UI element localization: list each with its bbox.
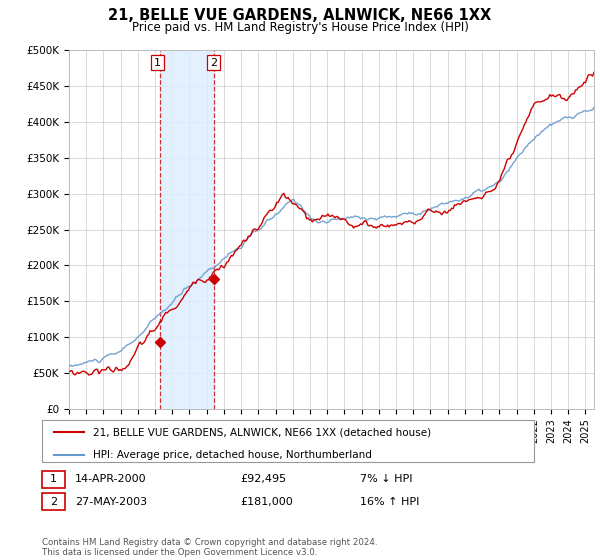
Text: 7% ↓ HPI: 7% ↓ HPI <box>360 474 413 484</box>
Text: 2: 2 <box>210 58 217 68</box>
Text: 21, BELLE VUE GARDENS, ALNWICK, NE66 1XX (detached house): 21, BELLE VUE GARDENS, ALNWICK, NE66 1XX… <box>93 427 431 437</box>
Text: 27-MAY-2003: 27-MAY-2003 <box>75 497 147 507</box>
Text: £181,000: £181,000 <box>240 497 293 507</box>
Text: 21, BELLE VUE GARDENS, ALNWICK, NE66 1XX: 21, BELLE VUE GARDENS, ALNWICK, NE66 1XX <box>109 8 491 24</box>
Text: £92,495: £92,495 <box>240 474 286 484</box>
Text: 1: 1 <box>50 474 57 484</box>
Text: 16% ↑ HPI: 16% ↑ HPI <box>360 497 419 507</box>
Text: Price paid vs. HM Land Registry's House Price Index (HPI): Price paid vs. HM Land Registry's House … <box>131 21 469 34</box>
Text: 14-APR-2000: 14-APR-2000 <box>75 474 146 484</box>
Text: 2: 2 <box>50 497 57 507</box>
Bar <box>160 50 214 409</box>
Text: Contains HM Land Registry data © Crown copyright and database right 2024.
This d: Contains HM Land Registry data © Crown c… <box>42 538 377 557</box>
Text: 1: 1 <box>154 58 161 68</box>
Text: HPI: Average price, detached house, Northumberland: HPI: Average price, detached house, Nort… <box>93 450 372 460</box>
